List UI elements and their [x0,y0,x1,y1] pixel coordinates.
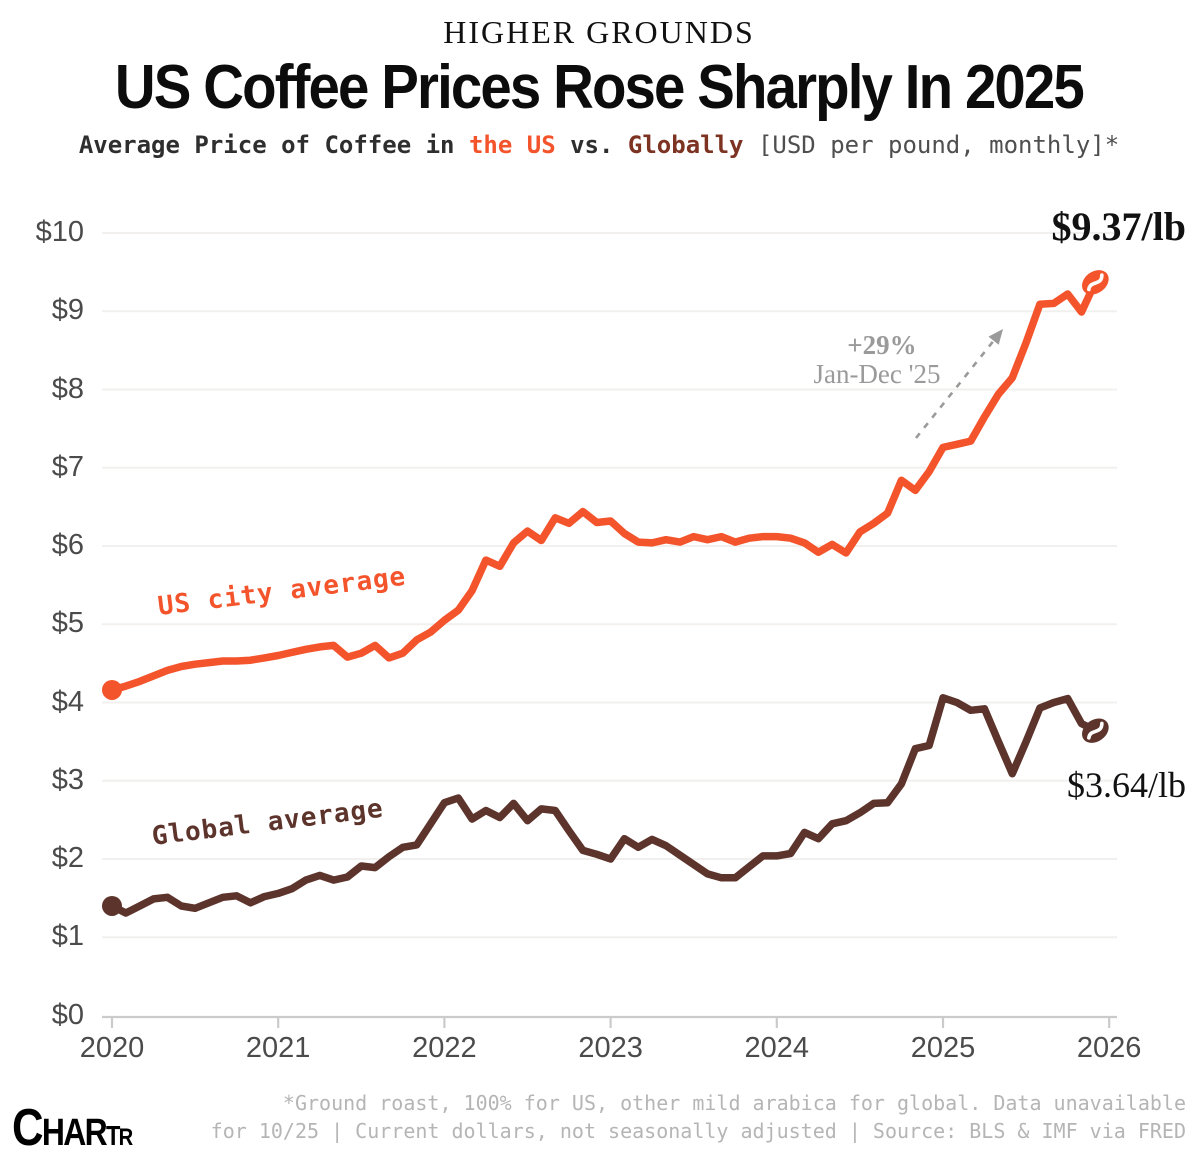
subtitle-us-highlight: the US [468,131,556,159]
page-title-text: US Coffee Prices Rose Sharply In 2025 [114,51,1085,122]
us-price-line [108,278,1100,694]
chartr-logo: CHARTR [12,1098,134,1152]
global-price-line [108,694,1100,917]
subtitle-global-highlight: Globally [627,131,744,159]
trend-arrow-head [988,329,1003,345]
logo-letter-t: T [105,1120,120,1151]
logo-letter-c: C [12,1099,44,1152]
us-line-start-dot [102,679,122,700]
subtitle-unit-note: [USD per pound, monthly]* [743,131,1120,159]
kicker: HIGHER GROUNDS [443,14,755,50]
footnote: *Ground roast, 100% for US, other mild a… [211,1089,1186,1145]
global-line-coffee-bean-marker [1082,718,1109,743]
subtitle-vs: vs. [555,131,628,159]
footnote-line-1: *Ground roast, 100% for US, other mild a… [282,1091,1186,1115]
page-title: US Coffee Prices Rose Sharply In 2025 [0,51,1198,122]
logo-letter-r: R [118,1124,134,1151]
subtitle: Average Price of Coffee in the US vs. Gl… [0,131,1198,159]
footnote-line-2: for 10/25 | Current dollars, not seasona… [210,1119,1186,1143]
subtitle-prefix: Average Price of Coffee in [78,131,469,159]
trend-arrow-shaft [914,338,997,439]
us-line-coffee-bean-marker [1082,270,1109,295]
global-line-start-dot [102,895,122,916]
logo-letters-har: HAR [41,1112,108,1152]
